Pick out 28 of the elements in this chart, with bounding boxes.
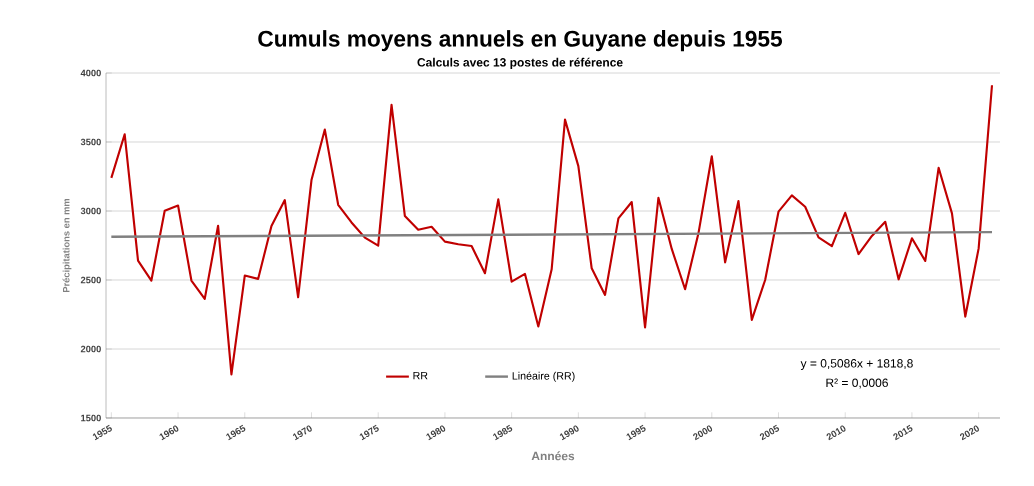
x-tick-label: 1990 xyxy=(559,425,579,441)
x-tick-label: 1970 xyxy=(292,425,312,441)
x-tick-label: 1995 xyxy=(626,424,646,441)
x-tick-label: 2020 xyxy=(959,425,979,441)
annotation: R² = 0,0006 xyxy=(826,378,888,389)
x-tick-label: 2000 xyxy=(693,425,713,441)
x-tick-label: 1980 xyxy=(426,425,446,441)
x-tick-label: 1965 xyxy=(226,424,246,441)
x-tick-label: 1985 xyxy=(493,424,513,441)
y-tick-label: 2500 xyxy=(80,276,101,284)
y-tick-label: 4000 xyxy=(80,69,101,77)
chart-title: Cumuls moyens annuels en Guyane depuis 1955 xyxy=(258,30,782,52)
legend-label: Linéaire (RR) xyxy=(512,371,575,382)
x-tick-label: 2005 xyxy=(759,424,780,441)
x-tick-label: 2010 xyxy=(826,425,846,441)
chart-subtitle: Calculs avec 13 postes de référence xyxy=(417,57,623,69)
y-tick-label: 2000 xyxy=(80,345,101,353)
legend-label: RR xyxy=(413,371,428,380)
y-tick-label: 1500 xyxy=(81,414,101,422)
annotation: y = 0,5086x + 1818,8 xyxy=(800,359,913,370)
y-tick-label: 3000 xyxy=(80,207,101,215)
y-axis-title: Précipitations en mm xyxy=(62,198,72,293)
x-tick-label: 2015 xyxy=(893,424,913,441)
x-tick-label: 1975 xyxy=(359,424,379,441)
y-tick-label: 3500 xyxy=(80,138,101,146)
x-tick-label: 1955 xyxy=(92,424,112,441)
x-axis-title: Années xyxy=(531,451,575,461)
x-tick-label: 1960 xyxy=(159,425,179,441)
